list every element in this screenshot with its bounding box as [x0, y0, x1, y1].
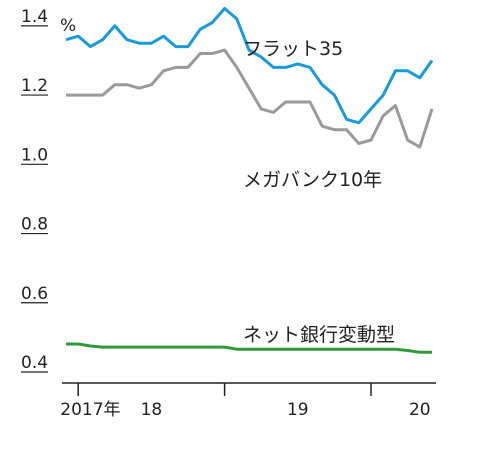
x-axis-ticks: [77, 383, 372, 396]
unit-label: %: [60, 16, 76, 36]
y-tick-label: 1.0: [21, 145, 48, 165]
y-tick-label: 0.6: [21, 284, 48, 304]
series-line-2: [66, 342, 432, 354]
x-tick-label: 19: [287, 400, 309, 420]
y-tick-label: 1.2: [21, 76, 48, 96]
y-axis: 1.4 1.2 1.0 0.8 0.6 0.4: [21, 7, 48, 373]
series-label-flat35: フラット35: [243, 38, 343, 60]
series-label-net-bank-variable: ネット銀行変動型: [243, 324, 395, 346]
x-tick-label: 2017年: [60, 400, 120, 420]
x-tick-label: 18: [141, 400, 163, 420]
series-group: [65, 7, 434, 354]
series-line-0: [65, 7, 434, 125]
x-tick-label: 20: [409, 400, 431, 420]
series-line-1: [66, 48, 434, 149]
series-label-megabank-10y: メガバンク10年: [243, 169, 382, 191]
y-tick-label: 1.4: [21, 7, 48, 27]
y-tick-label: 0.4: [21, 353, 48, 373]
y-tick-label: 0.8: [21, 215, 48, 235]
x-axis-labels: 2017年 18 19 20: [60, 400, 430, 420]
